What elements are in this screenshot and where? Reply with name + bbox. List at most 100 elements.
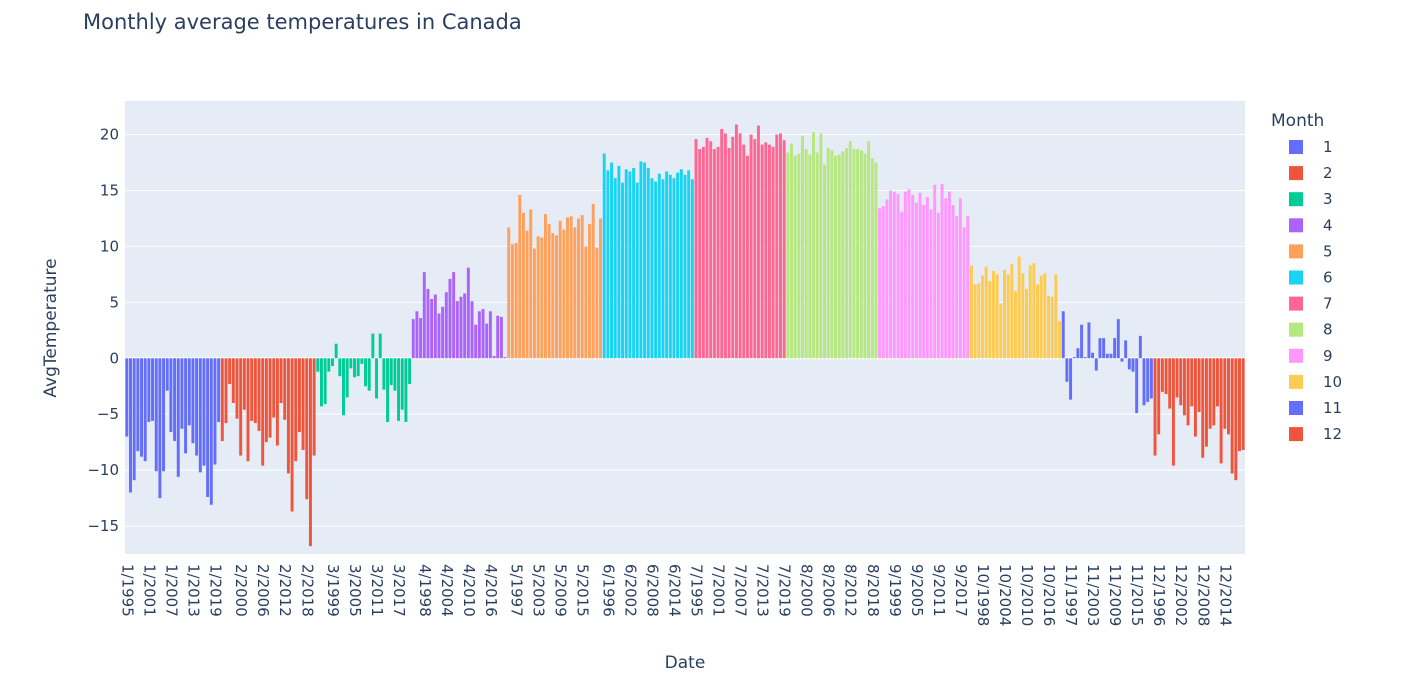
legend-label-2[interactable]: 2	[1323, 164, 1333, 182]
bar-1-2018	[209, 358, 213, 505]
bar-5-2019	[595, 247, 599, 359]
bar-12-2009	[1204, 358, 1208, 447]
x-tick-label: 12/2008	[1194, 564, 1212, 626]
bar-2-2000	[239, 358, 243, 456]
legend-swatch-4[interactable]	[1289, 218, 1303, 233]
legend-swatch-12[interactable]	[1289, 427, 1303, 442]
bar-2-2013	[286, 358, 290, 474]
legend-swatch-5[interactable]	[1289, 244, 1303, 259]
legend-label-3[interactable]: 3	[1323, 190, 1333, 208]
bar-5-2010	[562, 229, 566, 359]
legend-swatch-2[interactable]	[1289, 166, 1303, 181]
bar-10-2005	[1006, 274, 1010, 359]
bar-5-2001	[529, 209, 533, 359]
y-tick-label: −15	[87, 517, 119, 535]
legend-swatch-9[interactable]	[1289, 348, 1303, 363]
x-tick-label: 3/2011	[368, 564, 386, 617]
legend-label-1[interactable]: 1	[1323, 138, 1333, 156]
bar-9-2002	[903, 191, 907, 359]
y-tick-label: 5	[109, 293, 119, 311]
legend-swatch-3[interactable]	[1289, 192, 1303, 207]
bar-7-2010	[749, 134, 753, 359]
bar-10-1995	[969, 265, 973, 359]
legend-label-7[interactable]: 7	[1323, 295, 1333, 313]
legend-swatch-10[interactable]	[1289, 374, 1303, 389]
bar-9-2014	[947, 191, 951, 359]
bar-2-2017	[301, 358, 305, 450]
bar-8-2014	[856, 149, 860, 359]
bar-8-2005	[823, 164, 827, 359]
bar-6-2014	[672, 178, 676, 359]
bar-2-2009	[272, 358, 276, 418]
bar-3-2001	[338, 358, 342, 377]
legend-swatch-1[interactable]	[1289, 140, 1303, 154]
bar-6-2012	[665, 171, 669, 359]
x-tick-label: 6/2002	[621, 564, 639, 617]
x-tick-label: 1/2001	[140, 564, 158, 617]
bar-1-2019	[213, 358, 217, 465]
x-tick-label: 11/2015	[1128, 564, 1146, 626]
y-tick-label: 10	[100, 237, 119, 255]
bar-2-2006	[261, 358, 265, 466]
bar-5-2000	[525, 230, 529, 359]
bar-1-1995	[125, 358, 129, 437]
bar-4-2003	[441, 306, 445, 359]
bar-4-2016	[488, 311, 492, 359]
bar-2-1996	[224, 358, 228, 424]
bar-11-1998	[1072, 357, 1076, 359]
bar-7-2005	[731, 136, 735, 359]
bar-3-1996	[319, 358, 323, 407]
legend-swatch-6[interactable]	[1289, 270, 1303, 285]
bar-4-2008	[459, 296, 463, 359]
legend-label-4[interactable]: 4	[1323, 216, 1333, 234]
bar-7-2018	[779, 133, 782, 359]
bar-8-2007	[830, 150, 834, 359]
bar-11-2008	[1109, 353, 1113, 359]
x-tick-label: 10/1998	[974, 564, 992, 626]
x-tick-label: 3/1999	[324, 564, 342, 617]
bar-6-2001	[624, 169, 628, 359]
x-tick-label: 1/2013	[184, 564, 202, 617]
bar-4-2015	[485, 323, 489, 359]
bar-1-2014	[195, 358, 199, 456]
bar-5-2006	[547, 224, 551, 359]
bar-2-2018	[305, 358, 309, 500]
bar-12-2007	[1197, 358, 1201, 412]
bar-6-2018	[687, 170, 691, 359]
y-tick-label: 15	[100, 181, 119, 199]
bar-6-1998	[613, 178, 617, 359]
bar-4-1999	[426, 288, 430, 359]
bar-4-2017	[492, 356, 496, 359]
bar-4-2001	[433, 294, 437, 359]
legend-label-8[interactable]: 8	[1323, 321, 1333, 339]
x-tick-label: 2/2006	[254, 564, 272, 617]
legend-swatch-7[interactable]	[1289, 296, 1303, 311]
bar-11-2014	[1131, 358, 1135, 372]
bar-9-2016	[955, 216, 959, 359]
bar-1-2016	[202, 358, 206, 466]
bar-1-2020	[217, 358, 221, 423]
bar-6-2006	[643, 162, 647, 359]
legend-label-9[interactable]: 9	[1323, 347, 1333, 365]
bar-10-2017	[1050, 296, 1054, 359]
bar-10-1999	[984, 266, 988, 359]
bar-3-1998	[327, 358, 331, 372]
bar-11-2018	[1146, 358, 1150, 402]
legend-label-6[interactable]: 6	[1323, 269, 1333, 287]
bar-8-2009	[837, 154, 841, 359]
legend-label-10[interactable]: 10	[1323, 373, 1342, 391]
legend-label-5[interactable]: 5	[1323, 242, 1333, 260]
bar-3-2013	[382, 358, 386, 390]
bar-1-1996	[129, 358, 132, 493]
x-tick-label: 9/2017	[952, 564, 970, 617]
bar-12-2018	[1238, 358, 1241, 452]
bar-12-2017	[1234, 358, 1238, 481]
legend-label-12[interactable]: 12	[1323, 425, 1342, 443]
bar-12-2011	[1212, 358, 1216, 426]
legend-swatch-8[interactable]	[1289, 322, 1303, 337]
bar-12-2012	[1215, 358, 1219, 407]
y-axis-title: AvgTemperature	[41, 258, 61, 397]
bar-11-2003	[1091, 352, 1095, 359]
legend-swatch-11[interactable]	[1289, 401, 1303, 415]
legend-label-11[interactable]: 11	[1323, 399, 1342, 417]
